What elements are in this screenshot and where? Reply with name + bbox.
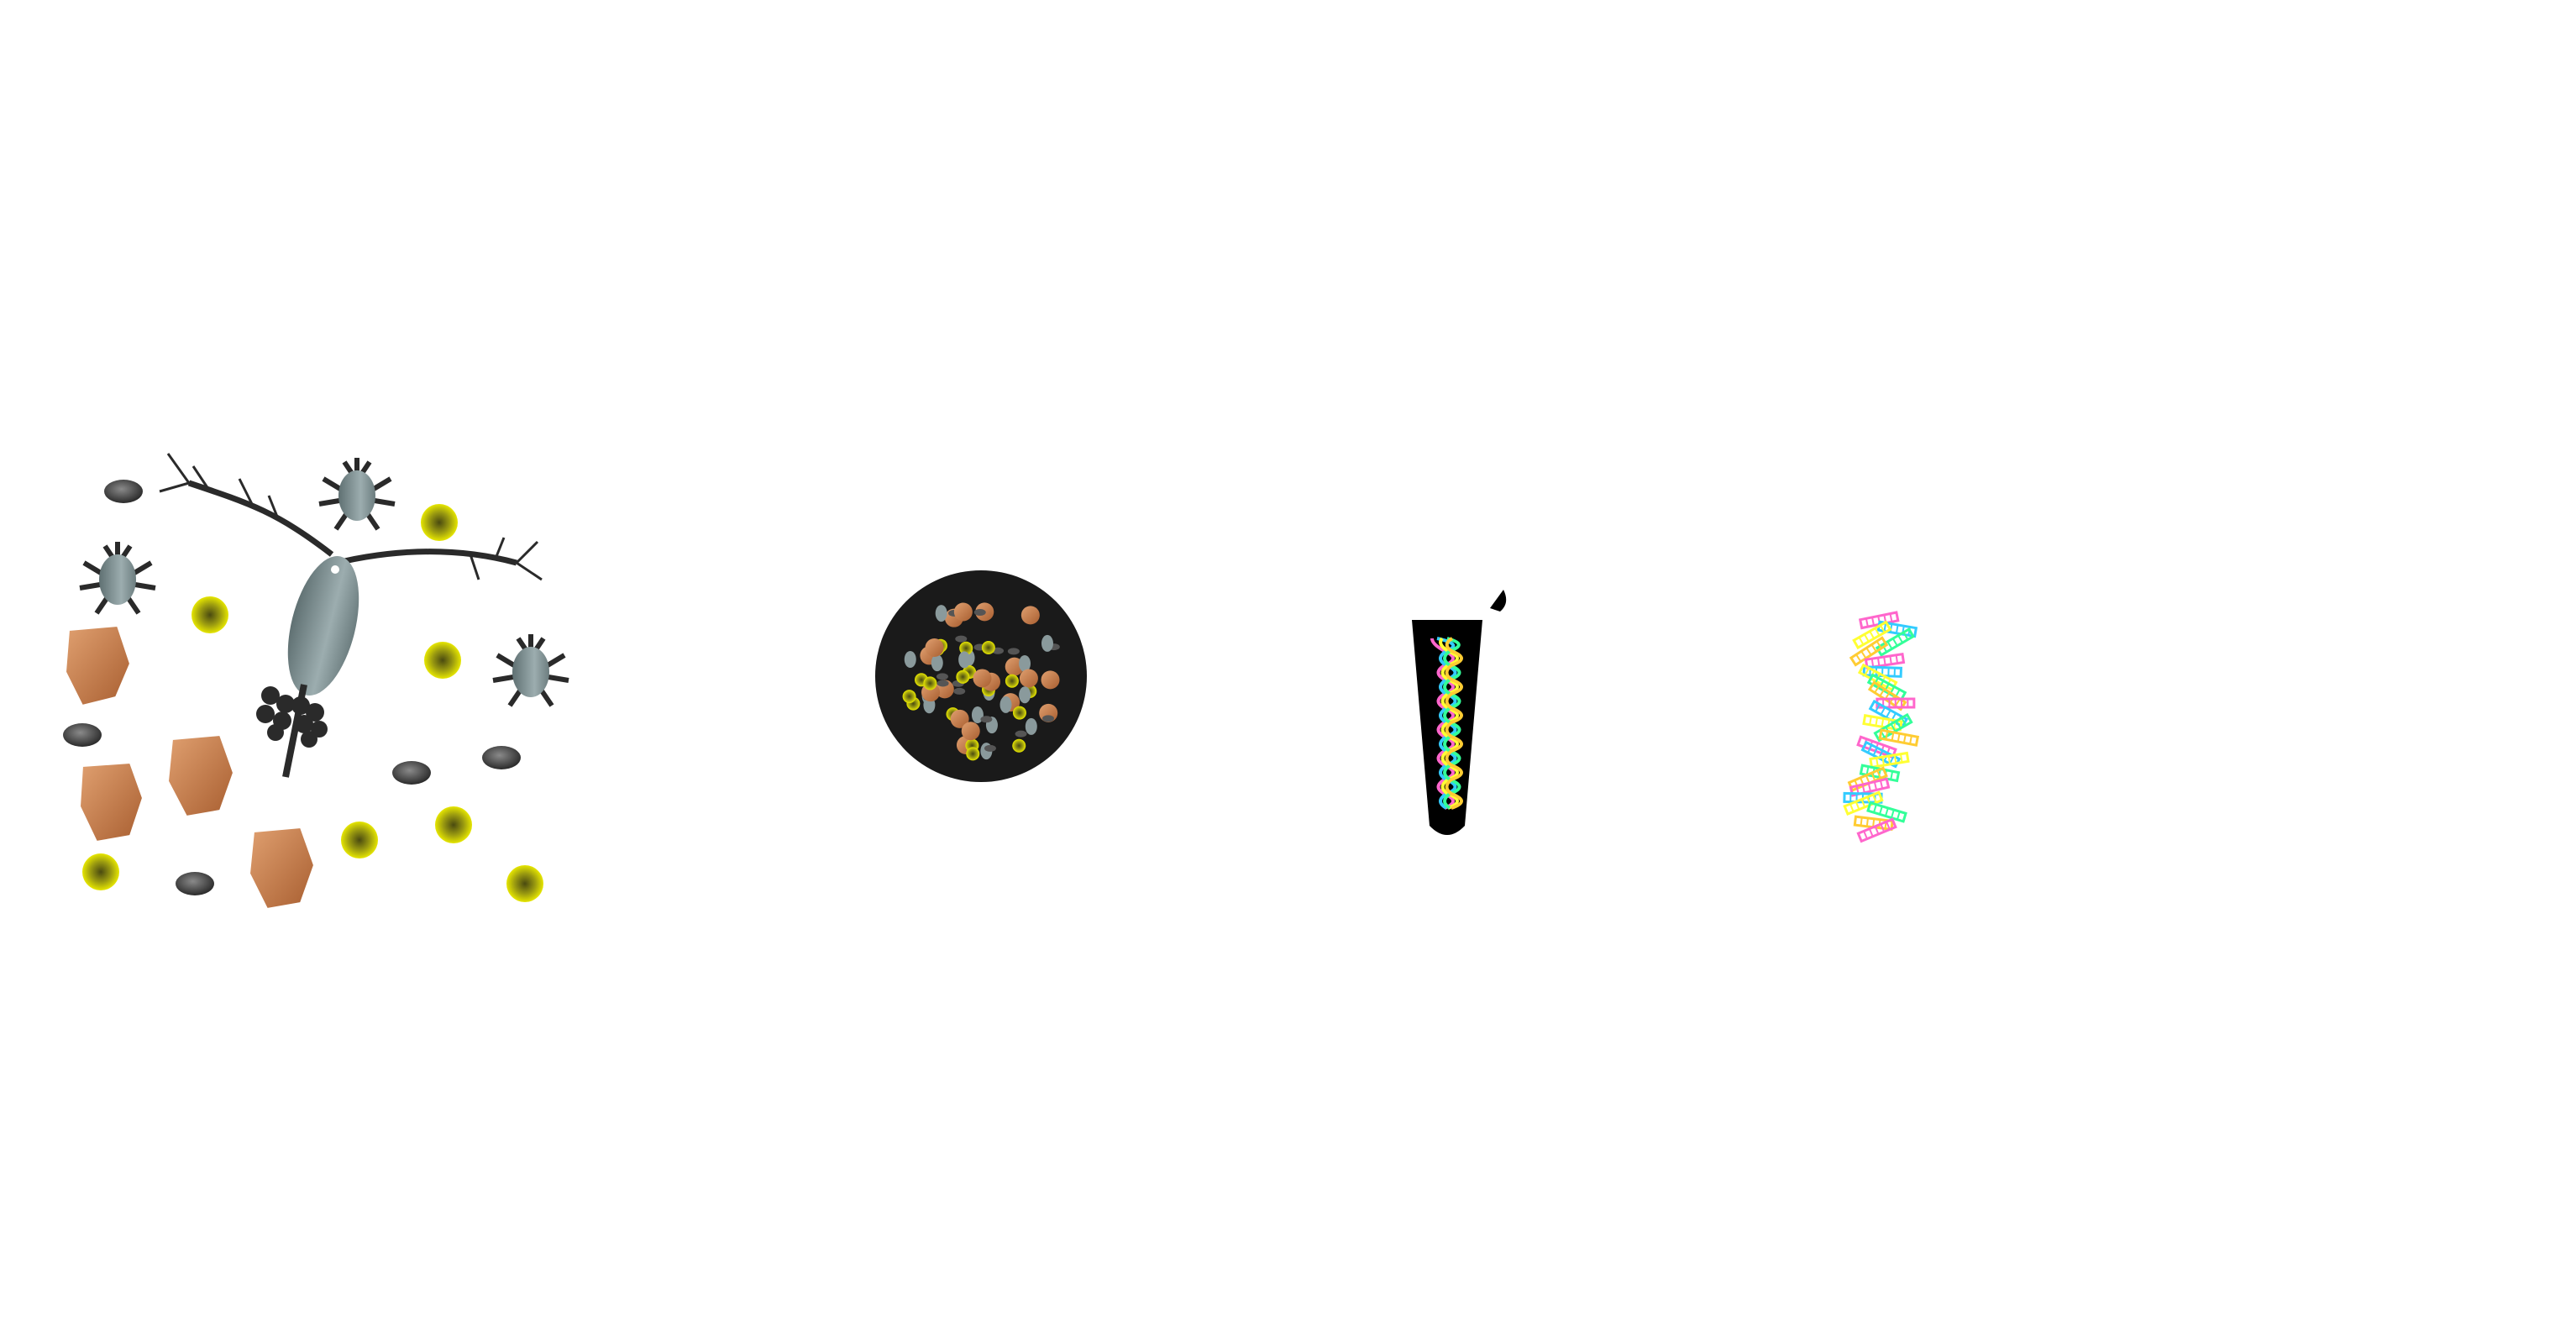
- algae-cell-icon: [966, 747, 980, 761]
- sediment-grain-icon: [104, 480, 143, 503]
- dna-fragment: [1866, 801, 1907, 823]
- sediment-grain-icon: [980, 716, 993, 723]
- plankton-community-panel: [63, 453, 569, 911]
- nauplius-icon: [1019, 654, 1031, 672]
- detritus-particle-icon: [950, 709, 969, 728]
- detritus-particle-icon: [973, 669, 992, 688]
- algae-cell-icon: [902, 690, 916, 704]
- nauplius-icon: [1019, 686, 1031, 704]
- algae-cell-icon: [923, 676, 937, 690]
- detritus-particle-icon: [166, 733, 235, 818]
- dna-fragment: [1869, 751, 1910, 769]
- dna-fragment: [1878, 728, 1920, 747]
- sediment-grain-icon: [984, 744, 996, 752]
- detritus-particle-icon: [953, 602, 973, 622]
- algae-cell-icon: [341, 822, 378, 858]
- algae-cell-icon: [956, 669, 970, 684]
- dna-fragment: [1849, 636, 1889, 667]
- algae-cell-icon: [424, 642, 461, 679]
- sediment-grain-icon: [482, 746, 521, 769]
- sediment-grain-icon: [955, 635, 968, 643]
- copepod-icon: [159, 453, 543, 778]
- dna-fragment: [1875, 627, 1915, 657]
- algae-cell-icon: [1005, 674, 1019, 688]
- nauplius-icon: [904, 650, 916, 668]
- detritus-particle-icon: [64, 624, 132, 707]
- tube-cap-icon: [1490, 590, 1507, 612]
- nauplius-icon: [492, 634, 569, 707]
- algae-cell-icon: [981, 641, 995, 655]
- nauplius-icon: [999, 696, 1012, 713]
- detritus-particle-icon: [1019, 669, 1038, 688]
- detritus-particle-icon: [1041, 670, 1060, 690]
- algae-cell-icon: [421, 504, 458, 541]
- sediment-grain-icon: [1007, 648, 1020, 655]
- detritus-particle-icon: [78, 761, 144, 843]
- algae-cell-icon: [191, 596, 228, 633]
- algae-cell-icon: [435, 806, 472, 843]
- algae-cell-icon: [82, 853, 119, 890]
- nauplius-icon: [958, 651, 971, 669]
- dna-fragments-icon: [1843, 611, 1920, 843]
- nauplius-icon: [931, 654, 943, 672]
- dna-fragment: [1856, 817, 1897, 843]
- detritus-particle-icon: [925, 638, 944, 658]
- nauplius-icon: [1041, 634, 1053, 652]
- sediment-grain-icon: [63, 723, 102, 747]
- nauplius-icon: [1025, 717, 1037, 735]
- sediment-grain-icon: [936, 673, 948, 680]
- detritus-particle-icon: [1020, 606, 1040, 625]
- algae-cell-icon: [959, 641, 973, 655]
- disc-contents: [902, 602, 1060, 761]
- filtered-sample-panel: [875, 570, 1087, 782]
- sediment-grain-icon: [1015, 730, 1027, 738]
- sequenced-fragments-panel: [1843, 611, 1920, 843]
- sediment-grain-icon: [176, 872, 214, 895]
- algae-cell-icon: [506, 865, 543, 902]
- sediment-grain-icon: [973, 608, 986, 616]
- dna-strand: [1445, 637, 1463, 810]
- dna-fragment: [1852, 620, 1892, 650]
- nauplius-icon: [79, 542, 156, 615]
- algae-cell-icon: [1012, 738, 1026, 753]
- detritus-particle-icon: [961, 722, 980, 741]
- algae-cell-icon: [1012, 706, 1026, 720]
- nauplius-icon: [935, 605, 947, 622]
- dna-extract-panel: [1412, 590, 1507, 835]
- egg-sac-icon: [256, 686, 328, 748]
- detritus-particle-icon: [248, 826, 316, 911]
- sediment-grain-icon: [1042, 715, 1055, 722]
- dna-fragment: [1873, 712, 1913, 743]
- sediment-grain-icon: [936, 680, 949, 687]
- sediment-grain-icon: [953, 687, 966, 695]
- dna-strands: [1430, 637, 1463, 810]
- nauplius-icon: [318, 458, 396, 531]
- dna-fragment: [1864, 652, 1906, 669]
- sediment-grain-icon: [392, 761, 431, 785]
